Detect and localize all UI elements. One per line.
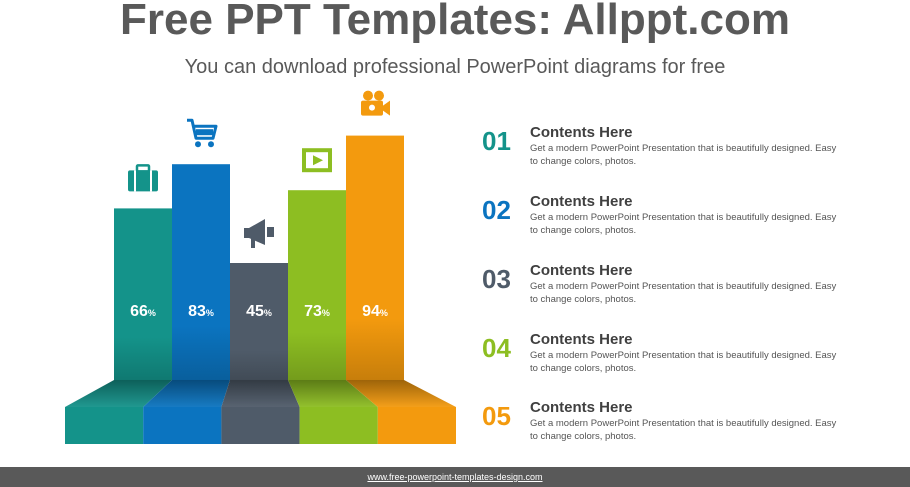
item-text: Get a modern PowerPoint Presentation tha… <box>530 281 837 305</box>
bar-floor <box>221 407 300 444</box>
footer-bar: www.free-powerpoint-templates-design.com <box>0 467 910 487</box>
item-text: Get a modern PowerPoint Presentation tha… <box>530 143 837 167</box>
list-item: 05 Contents Here Get a modern PowerPoint… <box>482 399 882 459</box>
briefcase-icon <box>128 164 158 192</box>
item-text: Get a modern PowerPoint Presentation tha… <box>530 418 837 442</box>
film-icon <box>302 148 332 173</box>
list-item: 03 Contents Here Get a modern PowerPoint… <box>482 262 882 322</box>
item-text: Get a modern PowerPoint Presentation tha… <box>530 350 837 374</box>
footer-link[interactable]: www.free-powerpoint-templates-design.com <box>367 472 543 482</box>
bar <box>230 263 288 380</box>
item-number: 02 <box>482 195 511 225</box>
bar-floor <box>299 407 378 444</box>
bar-ramp <box>288 380 378 407</box>
item-heading: Contents Here <box>530 193 633 210</box>
bar-value-label: 94% <box>362 303 388 320</box>
item-heading: Contents Here <box>530 331 633 348</box>
list-item: 04 Contents Here Get a modern PowerPoint… <box>482 331 882 391</box>
bar-chart: 66% 83% 45% 73% 94% <box>65 90 456 444</box>
bar <box>172 164 230 380</box>
bar-ramp <box>65 380 172 407</box>
bar-value-label: 45% <box>246 303 272 320</box>
item-number: 04 <box>482 333 511 363</box>
bar <box>346 135 404 380</box>
video-camera-icon <box>361 90 390 116</box>
item-heading: Contents Here <box>530 399 633 416</box>
item-text: Get a modern PowerPoint Presentation tha… <box>530 212 837 236</box>
bar-floor <box>143 407 222 444</box>
bar-ramp <box>221 380 300 407</box>
bar-value-label: 83% <box>188 303 214 320</box>
bar-ramp <box>346 380 456 407</box>
bar-floor <box>377 407 456 444</box>
bar-floor <box>65 407 144 444</box>
bar-value-label: 66% <box>130 303 156 320</box>
megaphone-icon <box>244 219 274 248</box>
shopping-cart-icon <box>187 118 218 148</box>
list-item: 01 Contents Here Get a modern PowerPoint… <box>482 124 882 184</box>
item-number: 01 <box>482 126 511 156</box>
item-heading: Contents Here <box>530 262 633 279</box>
list-item: 02 Contents Here Get a modern PowerPoint… <box>482 193 882 253</box>
bar <box>114 208 172 380</box>
item-heading: Contents Here <box>530 124 633 141</box>
item-number: 05 <box>482 401 511 431</box>
page-title: Free PPT Templates: Allppt.com <box>120 0 790 44</box>
bar <box>288 190 346 380</box>
bar-ramp <box>143 380 230 407</box>
item-number: 03 <box>482 264 511 294</box>
page-subtitle: You can download professional PowerPoint… <box>184 56 726 78</box>
bar-value-label: 73% <box>304 303 330 320</box>
